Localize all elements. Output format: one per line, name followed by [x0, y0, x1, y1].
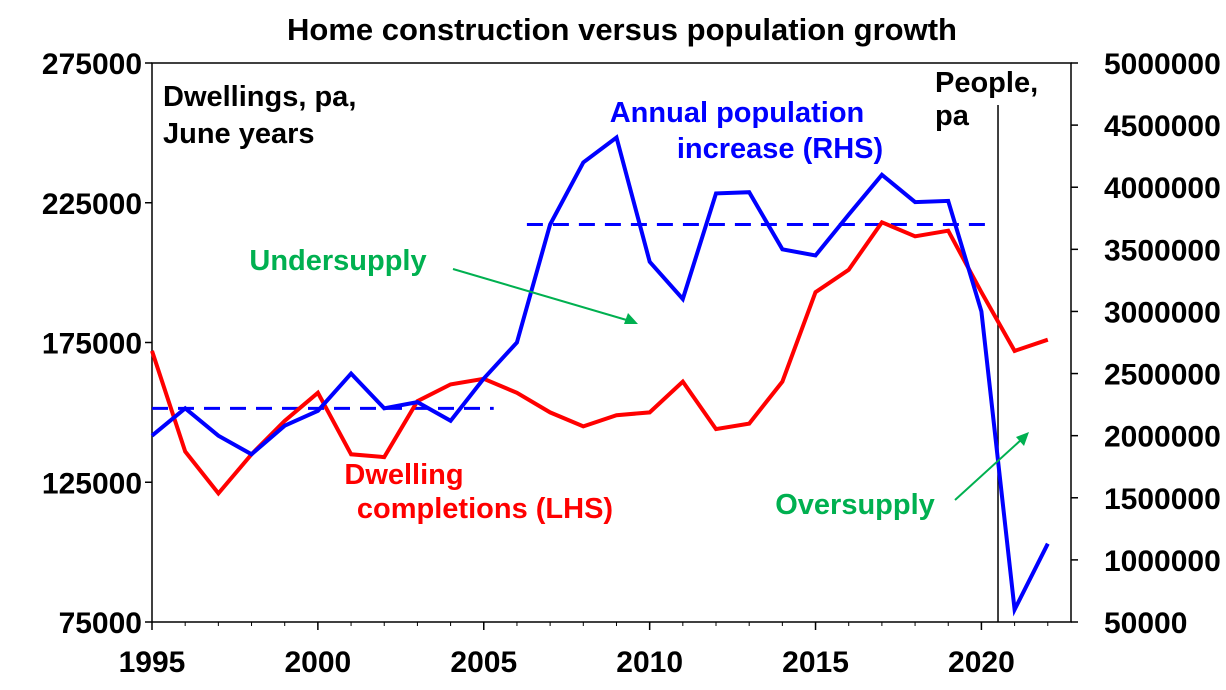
right-tick-label: 2500000: [1104, 359, 1221, 392]
x-tick-label: 1995: [119, 646, 186, 679]
right-tick-label: 4500000: [1104, 110, 1221, 143]
right-tick-label: 2000000: [1104, 421, 1221, 454]
right-tick-label: 3500000: [1104, 234, 1221, 267]
oversupply-label: Oversupply: [775, 489, 935, 521]
left-axis-unit-label-line2: June years: [163, 118, 315, 150]
right-tick-label: 3000000: [1104, 296, 1221, 329]
left-tick-label: 225000: [42, 188, 142, 221]
population-increase-line: [150, 134, 1050, 617]
left-tick-label: 175000: [42, 328, 142, 361]
x-tick-label: 2010: [616, 646, 683, 679]
left-tick-label: 75000: [59, 607, 142, 640]
right-tick-label: 50000: [1104, 607, 1187, 640]
right-axis-unit-label-line2: pa: [935, 100, 970, 132]
oversupply-arrow: [954, 438, 1023, 501]
x-tick-label: 2015: [782, 646, 849, 679]
chart-title: Home construction versus population grow…: [287, 12, 957, 47]
left-axis-unit-label-line1: Dwellings, pa,: [163, 81, 356, 113]
right-axis-unit-label-line1: People,: [935, 67, 1038, 99]
right-tick-label: 5000000: [1104, 48, 1221, 81]
left-tick-label: 275000: [42, 48, 142, 81]
undersupply-arrowhead: [624, 313, 638, 324]
dwelling-series-label-line1: Dwelling: [344, 459, 463, 491]
x-tick-label: 2005: [450, 646, 517, 679]
oversupply-arrowhead: [1016, 432, 1029, 446]
left-tick-label: 125000: [42, 467, 142, 500]
undersupply-arrow: [452, 268, 631, 322]
right-tick-label: 1000000: [1104, 545, 1221, 578]
dwelling-completions-line: [150, 219, 1049, 497]
right-tick-label: 4000000: [1104, 172, 1221, 205]
x-tick-label: 2020: [948, 646, 1015, 679]
dwelling-series-label-line2: completions (LHS): [357, 493, 613, 525]
population-series-label-line2: increase (RHS): [677, 133, 883, 165]
population-series-label-line1: Annual population: [610, 97, 865, 129]
right-tick-label: 1500000: [1104, 483, 1221, 516]
x-tick-label: 2000: [285, 646, 352, 679]
undersupply-label: Undersupply: [249, 245, 426, 277]
